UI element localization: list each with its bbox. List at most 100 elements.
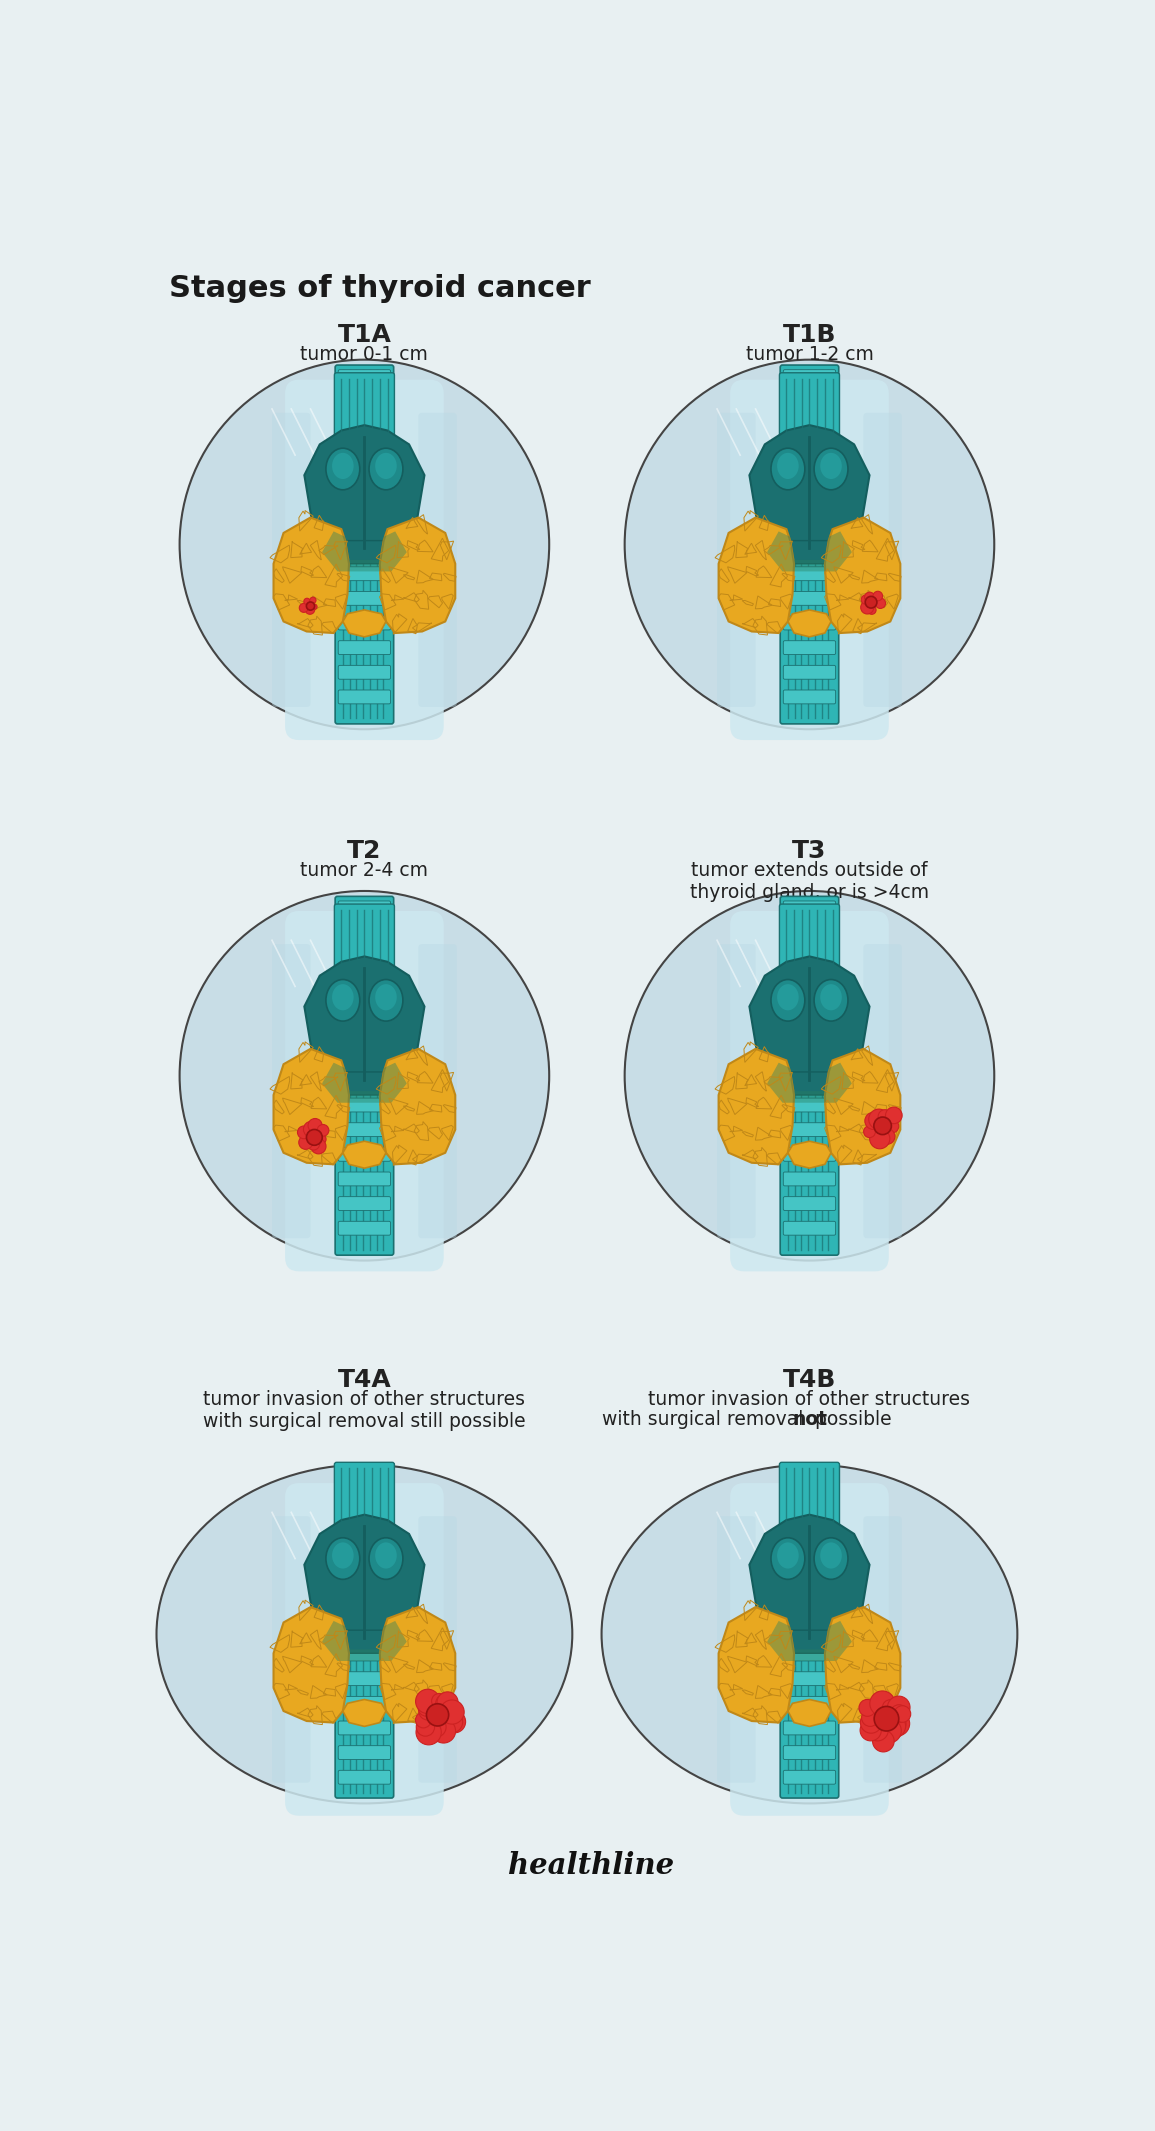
- Circle shape: [874, 1117, 892, 1134]
- FancyBboxPatch shape: [780, 373, 840, 439]
- Text: not: not: [792, 1411, 827, 1430]
- FancyBboxPatch shape: [338, 1097, 390, 1112]
- FancyBboxPatch shape: [783, 1198, 835, 1210]
- FancyBboxPatch shape: [338, 950, 390, 963]
- FancyBboxPatch shape: [338, 901, 390, 914]
- Circle shape: [416, 1711, 431, 1728]
- FancyBboxPatch shape: [338, 420, 390, 433]
- FancyBboxPatch shape: [338, 1745, 390, 1760]
- FancyBboxPatch shape: [335, 364, 394, 725]
- FancyBboxPatch shape: [783, 665, 835, 680]
- FancyBboxPatch shape: [780, 364, 839, 725]
- Circle shape: [441, 1711, 463, 1733]
- Circle shape: [180, 891, 550, 1262]
- FancyBboxPatch shape: [783, 1524, 835, 1539]
- Ellipse shape: [375, 1543, 397, 1568]
- Circle shape: [437, 1692, 459, 1713]
- FancyBboxPatch shape: [783, 1671, 835, 1686]
- Circle shape: [432, 1694, 447, 1709]
- FancyBboxPatch shape: [338, 665, 390, 680]
- Ellipse shape: [333, 454, 353, 479]
- Polygon shape: [380, 518, 455, 633]
- Polygon shape: [718, 1607, 795, 1722]
- Polygon shape: [322, 1063, 407, 1102]
- Text: T4B: T4B: [783, 1368, 836, 1392]
- Polygon shape: [343, 1630, 386, 1654]
- Polygon shape: [274, 1607, 349, 1722]
- Ellipse shape: [333, 1543, 353, 1568]
- Text: tumor 1-2 cm: tumor 1-2 cm: [745, 345, 873, 364]
- Polygon shape: [343, 541, 386, 565]
- FancyBboxPatch shape: [730, 379, 888, 739]
- FancyBboxPatch shape: [271, 413, 311, 707]
- FancyBboxPatch shape: [338, 1500, 390, 1513]
- Ellipse shape: [777, 985, 798, 1010]
- FancyBboxPatch shape: [338, 443, 390, 458]
- FancyBboxPatch shape: [338, 925, 390, 940]
- FancyBboxPatch shape: [338, 1524, 390, 1539]
- Circle shape: [877, 1718, 901, 1743]
- Circle shape: [879, 1129, 895, 1144]
- Circle shape: [870, 1129, 889, 1149]
- Text: T3: T3: [792, 840, 827, 863]
- Circle shape: [435, 1694, 457, 1715]
- FancyBboxPatch shape: [783, 443, 835, 458]
- Circle shape: [864, 1125, 875, 1138]
- FancyBboxPatch shape: [783, 518, 835, 531]
- FancyBboxPatch shape: [271, 944, 311, 1238]
- Circle shape: [867, 605, 877, 614]
- Circle shape: [862, 1709, 879, 1726]
- Circle shape: [425, 1718, 446, 1737]
- Circle shape: [307, 1138, 320, 1151]
- FancyBboxPatch shape: [338, 1198, 390, 1210]
- Circle shape: [887, 1696, 910, 1720]
- FancyBboxPatch shape: [780, 1462, 840, 1528]
- Circle shape: [306, 1129, 322, 1144]
- FancyBboxPatch shape: [338, 1771, 390, 1784]
- FancyBboxPatch shape: [783, 1722, 835, 1735]
- Circle shape: [860, 1711, 881, 1733]
- Circle shape: [625, 360, 994, 729]
- FancyBboxPatch shape: [338, 641, 390, 654]
- Circle shape: [444, 1711, 465, 1733]
- FancyBboxPatch shape: [338, 1123, 390, 1136]
- Ellipse shape: [814, 980, 848, 1021]
- Text: with surgical removal: with surgical removal: [602, 1411, 810, 1430]
- Circle shape: [299, 1136, 313, 1149]
- Circle shape: [886, 1108, 902, 1123]
- FancyBboxPatch shape: [783, 641, 835, 654]
- FancyBboxPatch shape: [335, 1462, 394, 1528]
- Polygon shape: [750, 957, 870, 1083]
- FancyBboxPatch shape: [783, 1097, 835, 1112]
- Circle shape: [869, 1108, 889, 1129]
- FancyBboxPatch shape: [780, 904, 840, 970]
- FancyBboxPatch shape: [338, 369, 390, 384]
- Polygon shape: [788, 1072, 830, 1095]
- Circle shape: [315, 1134, 326, 1144]
- Text: tumor invasion of other structures: tumor invasion of other structures: [648, 1389, 970, 1409]
- Polygon shape: [825, 1607, 901, 1722]
- FancyBboxPatch shape: [783, 950, 835, 963]
- FancyBboxPatch shape: [783, 901, 835, 914]
- Circle shape: [875, 599, 886, 609]
- FancyBboxPatch shape: [285, 910, 444, 1272]
- Text: T1B: T1B: [783, 324, 836, 347]
- Ellipse shape: [375, 454, 397, 479]
- FancyBboxPatch shape: [780, 897, 839, 1255]
- Circle shape: [305, 605, 314, 614]
- Ellipse shape: [602, 1464, 1018, 1803]
- Ellipse shape: [820, 454, 842, 479]
- Polygon shape: [788, 1142, 830, 1168]
- FancyBboxPatch shape: [783, 1598, 835, 1611]
- Circle shape: [894, 1705, 911, 1722]
- FancyBboxPatch shape: [783, 1745, 835, 1760]
- FancyBboxPatch shape: [783, 1573, 835, 1588]
- FancyBboxPatch shape: [338, 394, 390, 409]
- FancyBboxPatch shape: [783, 567, 835, 580]
- FancyBboxPatch shape: [271, 1517, 311, 1784]
- FancyBboxPatch shape: [335, 904, 394, 970]
- FancyBboxPatch shape: [730, 1483, 888, 1816]
- Ellipse shape: [326, 980, 360, 1021]
- Polygon shape: [304, 1515, 425, 1641]
- FancyBboxPatch shape: [783, 1146, 835, 1161]
